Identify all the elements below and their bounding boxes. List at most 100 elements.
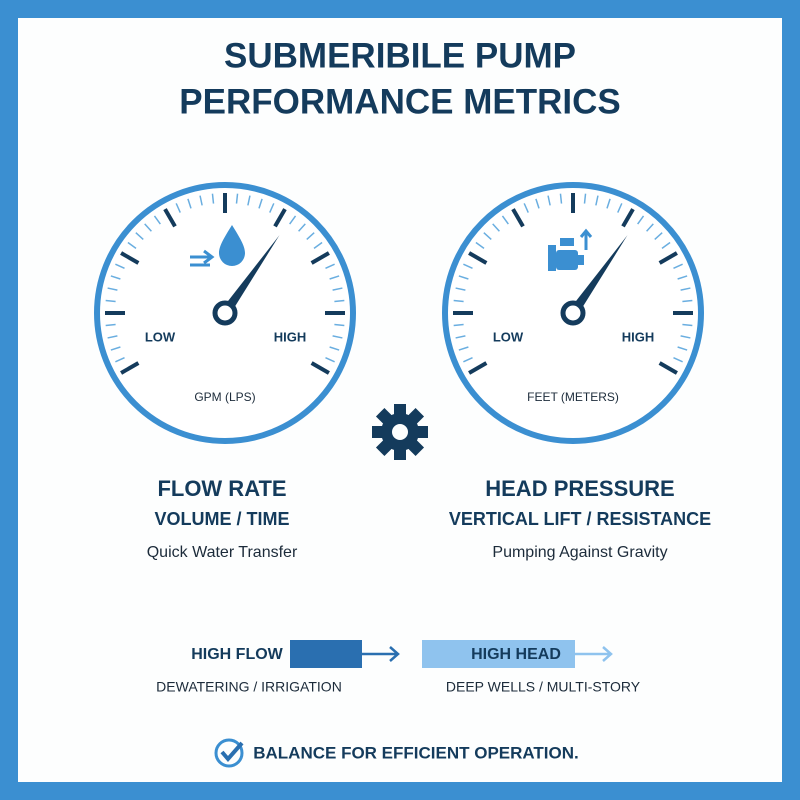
minor-tick xyxy=(289,215,297,225)
gauge-title: FLOW RATE xyxy=(157,476,286,501)
minor-tick xyxy=(334,299,345,303)
minor-tick xyxy=(458,275,469,280)
comparison-label: HIGH HEAD xyxy=(471,646,561,663)
comparison-label: HIGH FLOW xyxy=(191,646,283,663)
major-tick xyxy=(163,208,177,228)
major-tick xyxy=(468,361,488,375)
high-label: HIGH xyxy=(622,329,655,344)
minor-tick xyxy=(105,299,116,303)
minor-tick xyxy=(463,263,473,269)
title-line: SUBMERIBILE PUMP xyxy=(224,36,576,75)
gauge-description: Quick Water Transfer xyxy=(147,544,298,561)
footer-text: BALANCE FOR EFFICIENT OPERATION. xyxy=(253,743,579,762)
minor-tick xyxy=(187,198,192,209)
minor-tick xyxy=(455,335,466,339)
head-bar xyxy=(422,640,575,668)
minor-tick xyxy=(680,287,691,291)
major-tick xyxy=(621,208,635,228)
minor-tick xyxy=(646,223,654,232)
needle xyxy=(568,235,628,316)
minor-tick xyxy=(107,335,118,339)
minor-tick xyxy=(673,263,683,269)
minor-tick xyxy=(175,203,181,213)
minor-tick xyxy=(501,215,509,225)
minor-tick xyxy=(135,232,144,240)
gauge: LOW HIGH GPM (LPS) xyxy=(94,182,356,444)
minor-tick xyxy=(110,346,121,351)
minor-tick xyxy=(107,287,118,291)
gauge-subtitle: VERTICAL LIFT / RESISTANCE xyxy=(449,509,711,529)
minor-tick xyxy=(677,275,688,280)
major-tick xyxy=(120,251,140,265)
minor-tick xyxy=(325,263,335,269)
minor-tick xyxy=(329,346,340,351)
minor-tick xyxy=(606,198,611,209)
minor-tick xyxy=(559,193,563,204)
minor-tick xyxy=(617,203,623,213)
minor-tick xyxy=(523,203,529,213)
major-tick xyxy=(658,251,678,265)
minor-tick xyxy=(583,193,587,204)
drop-icon xyxy=(219,225,245,266)
pump-icon xyxy=(548,228,593,271)
minor-tick xyxy=(682,299,693,303)
minor-tick xyxy=(453,323,464,327)
needle-hub xyxy=(560,300,586,326)
minor-tick xyxy=(475,241,485,249)
flow-icon xyxy=(190,249,215,267)
gear-icon xyxy=(372,404,428,460)
minor-tick xyxy=(483,232,492,240)
minor-tick xyxy=(677,346,688,351)
check-icon xyxy=(214,738,244,768)
minor-tick xyxy=(455,287,466,291)
title-line: PERFORMANCE METRICS xyxy=(179,82,620,121)
minor-tick xyxy=(682,323,693,327)
needle-hub xyxy=(212,300,238,326)
minor-tick xyxy=(115,357,125,363)
flow-bar xyxy=(290,640,362,668)
unit-label: GPM (LPS) xyxy=(194,390,255,404)
minor-tick xyxy=(110,275,121,280)
major-tick xyxy=(658,361,678,375)
minor-tick xyxy=(535,198,540,209)
minor-tick xyxy=(463,357,473,363)
comparison-use: DEEP WELLS / MULTI-STORY xyxy=(446,679,641,695)
major-tick xyxy=(310,361,330,375)
unit-label: FEET (METERS) xyxy=(527,390,619,404)
major-tick xyxy=(468,251,488,265)
minor-tick xyxy=(334,323,345,327)
minor-tick xyxy=(492,223,500,232)
minor-tick xyxy=(654,232,663,240)
minor-tick xyxy=(235,193,239,204)
major-tick xyxy=(273,208,287,228)
minor-tick xyxy=(115,263,125,269)
minor-tick xyxy=(637,215,645,225)
major-tick xyxy=(120,361,140,375)
minor-tick xyxy=(661,241,671,249)
comparison-use: DEWATERING / IRRIGATION xyxy=(156,679,342,695)
major-tick xyxy=(310,251,330,265)
gauge-title: HEAD PRESSURE xyxy=(485,476,674,501)
high-label: HIGH xyxy=(274,329,307,344)
minor-tick xyxy=(325,357,335,363)
arrow xyxy=(362,646,400,662)
gauge: LOW HIGH FEET (METERS) xyxy=(442,182,704,444)
low-label: LOW xyxy=(145,329,176,344)
arrow xyxy=(575,646,613,662)
minor-tick xyxy=(332,335,343,339)
minor-tick xyxy=(673,357,683,363)
minor-tick xyxy=(332,287,343,291)
gauge-subtitle: VOLUME / TIME xyxy=(155,509,290,529)
minor-tick xyxy=(105,323,116,327)
minor-tick xyxy=(453,299,464,303)
minor-tick xyxy=(680,335,691,339)
minor-tick xyxy=(211,193,215,204)
gauge-description: Pumping Against Gravity xyxy=(492,544,667,561)
minor-tick xyxy=(547,195,551,206)
minor-tick xyxy=(458,346,469,351)
minor-tick xyxy=(595,195,599,206)
minor-tick xyxy=(153,215,161,225)
minor-tick xyxy=(144,223,152,232)
minor-tick xyxy=(298,223,306,232)
